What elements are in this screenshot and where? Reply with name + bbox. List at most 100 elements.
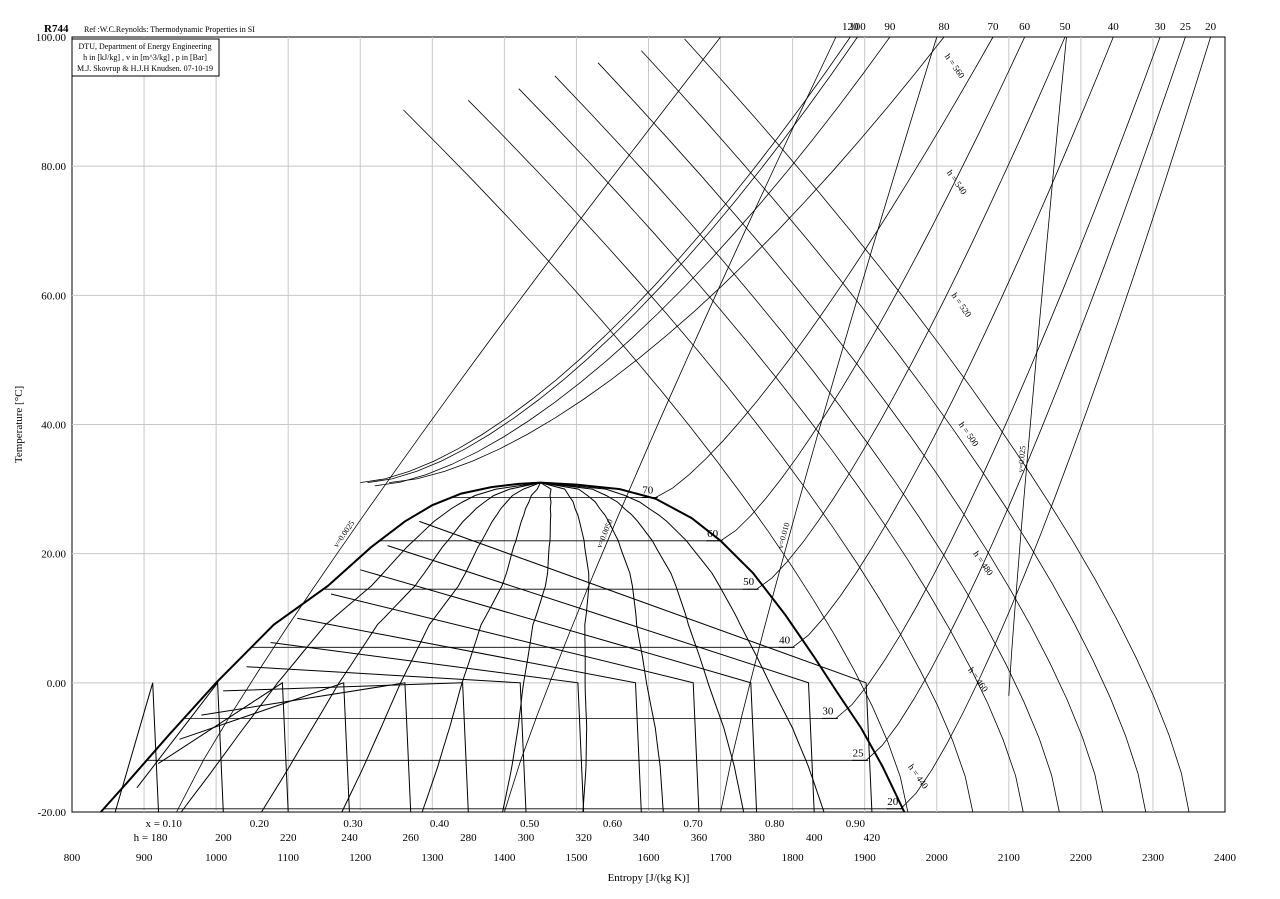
y-tick-label: 60.00: [41, 290, 66, 302]
enthalpy-line: [179, 682, 350, 813]
isobar-line: [103, 36, 1211, 810]
enthalpy-label: 400: [806, 832, 823, 844]
x-tick-label: 2300: [1142, 852, 1165, 864]
x-tick-label: 1500: [565, 852, 588, 864]
quality-label: 0.20: [250, 818, 270, 830]
superheat-enthalpy-line: [597, 62, 1103, 813]
enthalpy-label: 360: [691, 832, 708, 844]
refrigerant-title: R744: [44, 23, 69, 35]
dome-pressure-label: 70: [642, 484, 654, 496]
pressure-top-label: 80: [938, 21, 950, 33]
info-box-line: h in [kJ/kg] , v in [m^3/kg] , p in [Bar…: [83, 53, 207, 62]
y-axis-label: Temperature [°C]: [13, 386, 25, 463]
info-box-line: DTU, Department of Energy Engineering: [79, 42, 212, 51]
pressure-top-label: 100: [849, 21, 866, 33]
isobar-line: [367, 36, 858, 483]
pressure-top-label: 90: [884, 21, 896, 33]
superheat-enthalpy-line: [684, 38, 1190, 813]
isobar-line: [374, 36, 891, 487]
quality-label: 0.70: [684, 818, 704, 830]
isochore-line: [504, 36, 837, 813]
quality-label: 0.30: [343, 818, 363, 830]
enthalpy-line: [201, 682, 412, 813]
isobar-line: [146, 36, 1186, 761]
x-tick-label: 1900: [854, 852, 877, 864]
quality-label: x = 0.10: [145, 818, 182, 830]
x-tick-label: 2000: [926, 852, 949, 864]
isochore-line: [720, 36, 938, 813]
dome-pressure-label: 25: [853, 747, 865, 759]
x-tick-label: 1600: [638, 852, 661, 864]
isochore-line: [176, 36, 721, 813]
superheat-enthalpy-line: [554, 75, 1060, 813]
quality-label: 0.80: [765, 818, 785, 830]
x-tick-label: 1100: [277, 852, 299, 864]
enthalpy-label: 280: [460, 832, 477, 844]
isobar-line: [323, 36, 1066, 590]
info-box: [71, 38, 220, 77]
pressure-top-label: 60: [1019, 21, 1031, 33]
x-tick-label: 1700: [710, 852, 733, 864]
superheat-enthalpy-line: [641, 50, 1147, 813]
pressure-top-label: 30: [1155, 21, 1167, 33]
enthalpy-line: [114, 682, 159, 813]
dome-pressure-label: 20: [887, 796, 899, 808]
quality-label: 0.40: [430, 818, 450, 830]
reference-note: Ref :W.C.Reynolds: Thermodynamic Propert…: [84, 25, 255, 34]
isochore-label: v=0.025: [1016, 446, 1027, 473]
x-tick-label: 1000: [205, 852, 228, 864]
enthalpy-line: [360, 569, 758, 813]
x-tick-label: 800: [64, 852, 81, 864]
pressure-top-label: 40: [1108, 21, 1120, 33]
quality-label: 0.50: [520, 818, 540, 830]
y-tick-label: 40.00: [41, 420, 66, 432]
enthalpy-line: [387, 545, 815, 813]
x-tick-label: 1200: [349, 852, 372, 864]
isobar-line: [251, 36, 1114, 648]
enthalpy-label: h = 180: [134, 832, 168, 844]
quality-label: 0.60: [603, 818, 623, 830]
enthalpy-label: 240: [341, 832, 358, 844]
pressure-top-label: 25: [1180, 21, 1192, 33]
x-tick-label: 1800: [782, 852, 805, 864]
info-box-line: M.J. Skovrup & H.J.H Knudsen. 07-10-19: [77, 64, 213, 73]
x-tick-label: 2200: [1070, 852, 1093, 864]
pressure-top-label: 120: [842, 21, 859, 33]
enthalpy-label: 380: [748, 832, 765, 844]
isobar-line: [389, 36, 945, 483]
y-tick-label: 20.00: [41, 549, 66, 561]
x-tick-label: 2400: [1214, 852, 1237, 864]
x-tick-label: 1300: [421, 852, 444, 864]
dome-pressure-label: 50: [743, 576, 755, 588]
enthalpy-label: 320: [575, 832, 592, 844]
y-tick-label: 0.00: [47, 678, 67, 690]
enthalpy-line: [419, 520, 873, 813]
isobar-line: [379, 36, 1026, 542]
superheat-enthalpy-line: [518, 88, 1024, 813]
enthalpy-line: [270, 642, 585, 813]
y-tick-label: 100.00: [36, 32, 67, 44]
x-axis-label: Entropy [J/(kg K)]: [608, 872, 690, 884]
x-tick-label: 2100: [998, 852, 1021, 864]
y-tick-label: -20.00: [38, 807, 67, 819]
enthalpy-label: 300: [518, 832, 535, 844]
dome-pressure-label: 60: [707, 528, 719, 540]
pressure-top-label: 50: [1060, 21, 1072, 33]
superheat-enthalpy-line: [403, 109, 909, 813]
enthalpy-line: [157, 681, 289, 813]
enthalpy-label: 220: [280, 832, 297, 844]
isochore-line: [1008, 36, 1067, 696]
superheat-enthalpy-line: [468, 100, 974, 813]
enthalpy-label: 340: [633, 832, 650, 844]
pressure-top-label: 20: [1205, 21, 1217, 33]
y-tick-label: 80.00: [41, 161, 66, 173]
enthalpy-line: [223, 682, 469, 813]
isobar-line: [183, 36, 1161, 719]
pressure-top-label: 70: [987, 21, 999, 33]
enthalpy-label: 200: [215, 832, 232, 844]
x-tick-label: 900: [136, 852, 153, 864]
enthalpy-label: 420: [864, 832, 881, 844]
dome-pressure-label: 40: [779, 634, 791, 646]
